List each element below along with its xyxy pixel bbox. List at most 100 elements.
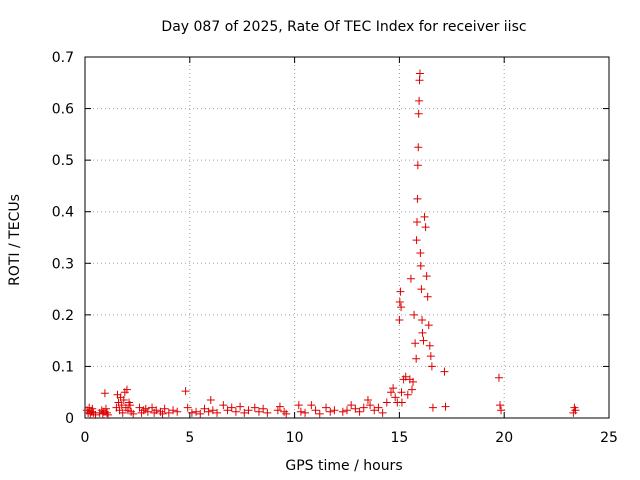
x-tick-label: 15 [390,430,408,446]
data-point [88,404,97,413]
data-point [192,407,201,416]
data-point [129,409,138,418]
data-point [219,401,228,410]
data-point [494,373,503,382]
data-point [117,401,126,410]
data-point [196,409,205,418]
data-point [240,408,249,417]
y-tick-label: 0.5 [52,153,74,169]
data-point [397,388,406,397]
data-point [395,316,404,325]
data-point [409,377,418,386]
data-point [263,408,272,417]
data-point [419,336,428,345]
y-tick-label: 0.1 [52,359,74,375]
data-point [315,409,324,418]
data-point [359,403,368,412]
data-point [250,403,259,412]
x-tick-label: 20 [495,430,513,446]
data-point [181,387,190,396]
data-point [98,409,107,418]
data-point [396,287,405,296]
data-points [83,69,580,419]
data-point [91,410,100,419]
data-point [416,261,425,270]
data-point [101,404,110,413]
data-point [307,401,316,410]
data-point [326,407,335,416]
data-point [126,401,135,410]
data-point [410,310,419,319]
data-point [148,403,157,412]
data-point [403,390,412,399]
data-point [440,367,449,376]
data-point [282,409,291,418]
data-point [427,362,436,371]
data-point [231,407,240,416]
y-axis-label: ROTI / TECUs [7,194,23,286]
data-point [296,407,305,416]
data-point [135,403,144,412]
data-point [156,407,165,416]
data-point [415,69,424,78]
data-point [391,393,400,402]
data-point [366,401,375,410]
data-point [204,407,213,416]
y-tick-label: 0.3 [52,256,74,272]
data-point [164,408,173,417]
data-point [122,385,131,394]
data-point [423,292,432,301]
data-point [139,406,148,415]
data-point [223,406,232,415]
data-point [428,403,437,412]
data-point [236,402,245,411]
data-point [118,408,127,417]
data-point [143,407,152,416]
data-point [355,407,364,416]
data-point [127,407,136,416]
data-point [389,384,398,393]
data-point [104,410,113,419]
data-point [441,402,450,411]
x-axis-label: GPS time / hours [285,458,402,474]
data-point [417,285,426,294]
data-point [397,398,406,407]
data-point [401,372,410,381]
data-point [158,409,167,418]
data-point [169,406,178,415]
data-point [412,354,421,363]
y-tick-label: 0.2 [52,308,74,324]
data-point [418,328,427,337]
data-point [421,223,430,232]
data-point [330,406,339,415]
data-point [227,403,236,412]
data-point [412,236,421,245]
data-point [152,406,161,415]
data-point [397,303,406,312]
data-point [414,109,423,118]
data-point [206,395,215,404]
data-point [259,404,268,413]
data-point [275,402,284,411]
x-tick-label: 5 [185,430,194,446]
data-point [425,341,434,350]
data-point [387,388,396,397]
data-point [370,406,379,415]
data-point [418,316,427,325]
data-point [187,408,196,417]
grid-lines [85,57,609,418]
data-point [378,408,387,417]
plot-frame [84,56,610,419]
chart-title: Day 087 of 2025, Rate Of TEC Index for r… [161,19,526,35]
data-point [208,406,217,415]
data-point [571,406,580,415]
data-point [100,389,109,398]
data-point [213,408,222,417]
data-point [200,404,209,413]
data-point [374,403,383,412]
data-point [411,339,420,348]
data-point [280,407,289,416]
data-point [119,395,128,404]
data-point [351,404,360,413]
data-point [173,407,182,416]
